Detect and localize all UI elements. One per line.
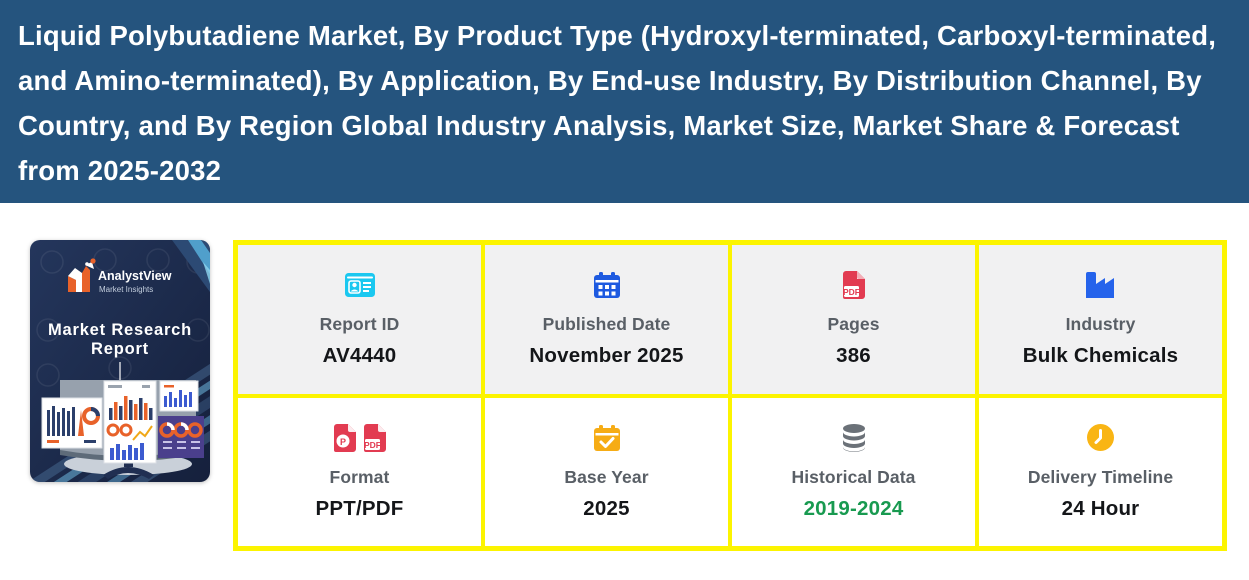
clock-icon: [1087, 424, 1114, 452]
info-cell-report-id: Report ID AV4440: [236, 243, 483, 396]
clock-icon: [1087, 423, 1114, 453]
info-cell-label: Industry: [1065, 314, 1136, 335]
svg-text:PDF: PDF: [364, 440, 381, 450]
cover-title-line2: Report: [91, 340, 149, 358]
cover-brand-text: AnalystView: [98, 269, 172, 283]
info-cell-value: 2025: [583, 496, 630, 520]
report-summary-section: AnalystView Market Insights Market Resea…: [0, 240, 1249, 551]
calendar-icon: [593, 270, 620, 300]
id-card-icon: [344, 273, 375, 298]
info-cell-published-date: Published Date November 2025: [483, 243, 730, 396]
analystview-logo-icon: [68, 258, 96, 292]
info-cell-label: Format: [329, 466, 390, 487]
info-cell-industry: Industry Bulk Chemicals: [977, 243, 1224, 396]
id-card-icon: [344, 270, 375, 300]
report-title: Liquid Polybutadiene Market, By Product …: [18, 20, 1217, 186]
info-cell-pages: PDF Pages 386: [730, 243, 977, 396]
info-cell-format: P PDF Format PPT/PDF: [236, 395, 483, 548]
calendar-check-icon: [593, 423, 620, 453]
info-cell-label: Historical Data: [791, 466, 916, 487]
info-cell-label: Base Year: [564, 466, 649, 487]
pdf-file-icon: PDF: [842, 271, 865, 300]
info-cell-value: AV4440: [322, 344, 397, 368]
info-cell-label: Report ID: [319, 314, 400, 335]
report-cover-thumbnail: AnalystView Market Insights Market Resea…: [30, 240, 210, 482]
calendar-icon: [593, 272, 620, 299]
info-cell-value: 2019-2024: [803, 496, 904, 520]
info-cell-delivery-timeline: Delivery Timeline 24 Hour: [977, 395, 1224, 548]
factory-icon: [1085, 270, 1116, 300]
page-header: Liquid Polybutadiene Market, By Product …: [0, 0, 1249, 203]
info-cell-historical-data: Historical Data 2019-2024: [730, 395, 977, 548]
info-cell-value: Bulk Chemicals: [1022, 344, 1179, 368]
info-cell-label: Published Date: [542, 314, 671, 335]
factory-icon: [1085, 272, 1114, 299]
info-cell-base-year: Base Year 2025: [483, 395, 730, 548]
database-icon: [842, 423, 866, 453]
info-cell-value: PPT/PDF: [315, 496, 404, 520]
info-cell-label: Pages: [827, 314, 880, 335]
info-cell-value: November 2025: [529, 344, 684, 368]
svg-text:PDF: PDF: [843, 287, 860, 297]
database-icon: [842, 423, 865, 452]
cover-brand-subtext: Market Insights: [99, 285, 153, 294]
info-cell-value: 386: [836, 344, 871, 368]
info-cell-value: 24 Hour: [1061, 496, 1140, 520]
report-cover-illustration: AnalystView Market Insights Market Resea…: [30, 240, 210, 482]
svg-text:P: P: [339, 437, 345, 447]
pdf-file-icon: PDF: [363, 423, 386, 452]
cover-title-line1: Market Research: [48, 321, 192, 339]
ppt-pdf-file-icons: P PDF: [333, 423, 386, 453]
pdf-file-icon: PDF: [842, 270, 865, 300]
info-cell-label: Delivery Timeline: [1027, 466, 1174, 487]
calendar-check-icon: [593, 424, 620, 451]
report-info-grid: Report ID AV4440 Published Date November…: [233, 240, 1227, 551]
ppt-file-icon: P: [333, 423, 356, 452]
